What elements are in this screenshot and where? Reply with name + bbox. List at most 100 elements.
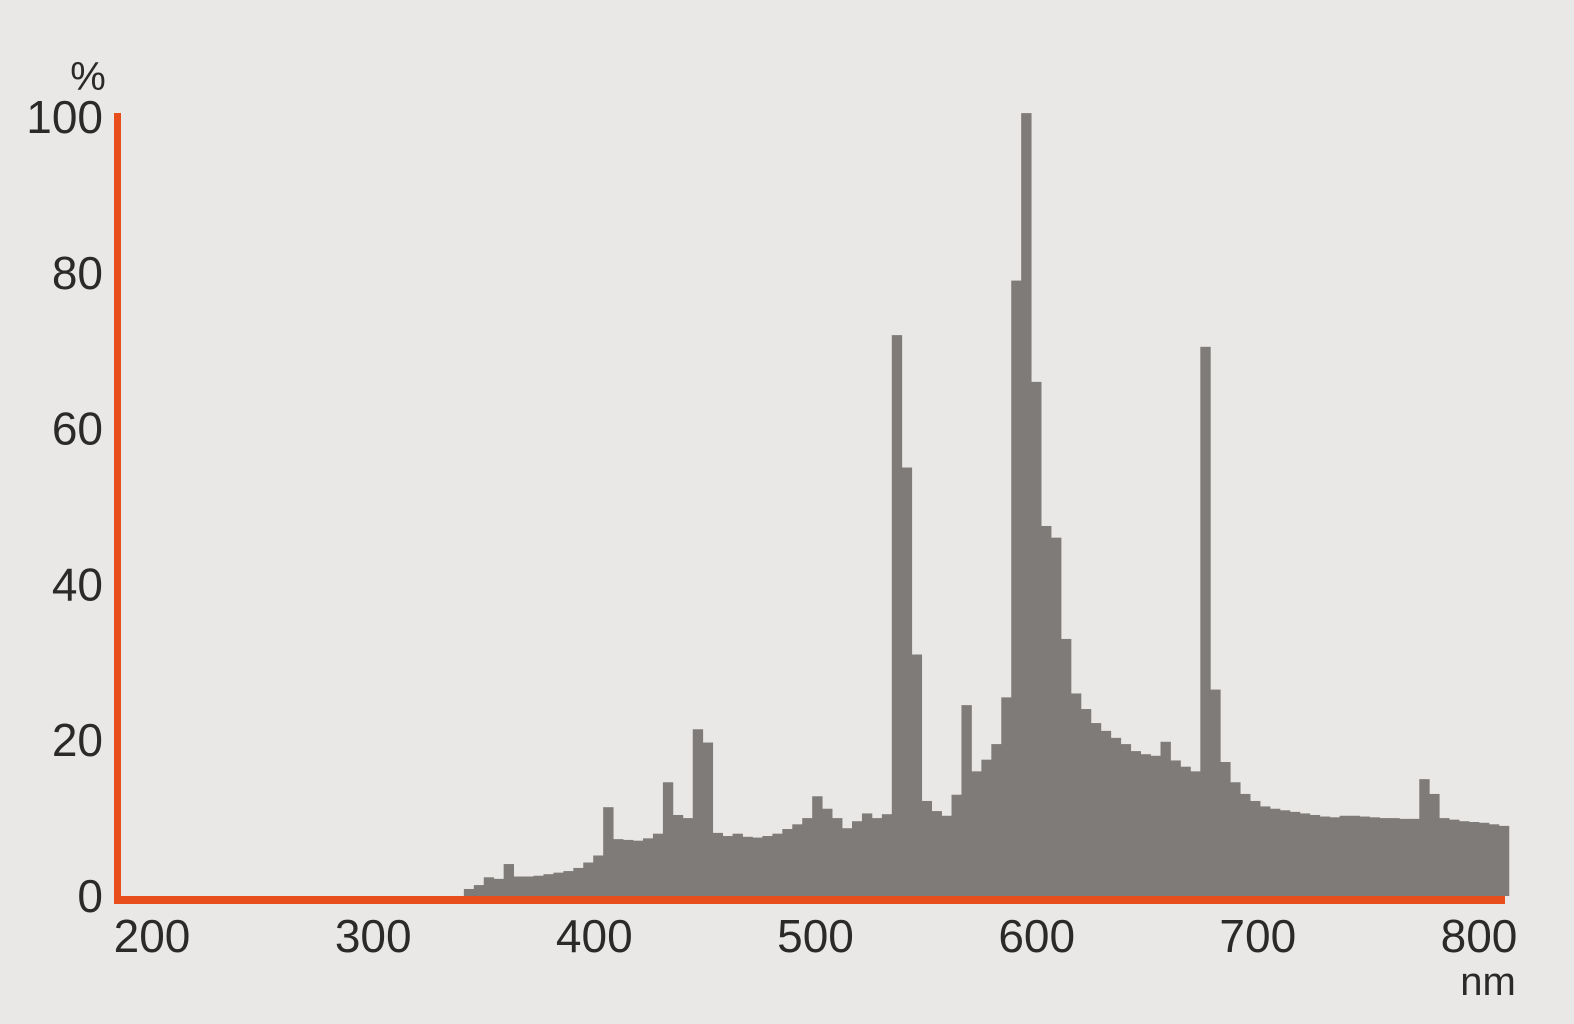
spectrum-bar bbox=[772, 833, 783, 896]
y-tick-label: 80 bbox=[52, 247, 103, 299]
spectrum-bar bbox=[1349, 815, 1360, 896]
spectrum-bar bbox=[1220, 762, 1231, 896]
spectrum-bar bbox=[1339, 815, 1351, 896]
spectrum-bar bbox=[911, 654, 923, 896]
spectrum-bar bbox=[652, 833, 664, 896]
x-tick-label: 700 bbox=[1219, 910, 1296, 962]
spectrum-bar bbox=[1498, 825, 1510, 896]
spectrum-bar bbox=[1250, 800, 1261, 896]
spectrum-bar bbox=[463, 888, 475, 896]
spectrum-bar bbox=[851, 821, 863, 896]
spectrum-bar bbox=[1110, 737, 1122, 896]
x-tick-labels: 200 300 400 500 600 700 800 bbox=[114, 910, 1518, 962]
spectrum-bar bbox=[812, 796, 823, 896]
y-tick-label: 0 bbox=[77, 870, 103, 922]
spectrum-bar bbox=[822, 808, 833, 896]
spectrum-bar bbox=[1289, 811, 1301, 896]
spectrum-bar bbox=[1120, 744, 1132, 896]
spectrum-bar bbox=[642, 838, 654, 896]
spectrum-bar bbox=[1319, 816, 1331, 896]
spectrum-bar bbox=[1369, 817, 1380, 896]
spectrum-bar bbox=[1230, 782, 1241, 896]
x-tick-label: 400 bbox=[556, 910, 633, 962]
x-tick-label: 300 bbox=[335, 910, 412, 962]
spectrum-bar bbox=[473, 885, 485, 896]
spectrum-bar bbox=[593, 855, 604, 896]
spectrum-bar bbox=[613, 839, 624, 896]
y-axis-unit-label: % bbox=[70, 55, 106, 99]
spectrum-bar bbox=[1449, 819, 1460, 896]
spectrum-bar bbox=[1080, 709, 1092, 896]
spectrum-bar bbox=[861, 813, 873, 896]
spectrum-bar bbox=[483, 877, 495, 896]
spectrum-bar bbox=[573, 867, 584, 896]
spectrum-bar bbox=[1130, 751, 1142, 896]
x-tick-label: 800 bbox=[1441, 910, 1518, 962]
spectrum-bar bbox=[722, 836, 733, 896]
spectrum-bar bbox=[623, 839, 634, 896]
spectrum-bar bbox=[1090, 723, 1102, 896]
x-axis-line bbox=[114, 896, 1505, 904]
spectrum-bar bbox=[1379, 818, 1390, 896]
y-tick-labels: 0 20 40 60 80 100 bbox=[26, 91, 103, 922]
spectrum-bar bbox=[1160, 741, 1171, 896]
spectrum-bar bbox=[533, 875, 544, 896]
y-tick-label: 40 bbox=[52, 558, 103, 610]
spectrum-bar bbox=[662, 782, 674, 896]
spectrum-bar bbox=[1359, 816, 1370, 896]
spectrum-bar bbox=[1419, 779, 1430, 896]
spectrum-bar bbox=[881, 814, 893, 896]
spectrum-bar bbox=[1389, 818, 1400, 896]
y-tick-label: 100 bbox=[26, 91, 103, 143]
spectrum-bar bbox=[682, 818, 694, 896]
spectrum-bar bbox=[603, 807, 614, 896]
spectrum-bar bbox=[1021, 113, 1032, 897]
x-axis-unit-label: nm bbox=[1460, 960, 1516, 1004]
spectrum-bar bbox=[1439, 818, 1450, 896]
spectrum-bar bbox=[503, 864, 514, 896]
spectrum-bar bbox=[1051, 537, 1062, 896]
spectrum-bar bbox=[931, 811, 942, 896]
spectrum-bar bbox=[1409, 818, 1420, 896]
spectrum-bar bbox=[1488, 824, 1500, 896]
spectrum-bar bbox=[732, 833, 743, 896]
y-axis-line bbox=[114, 113, 121, 904]
spectrum-bar bbox=[1180, 766, 1191, 896]
spectrum-bar bbox=[871, 818, 883, 896]
spectrum-bar bbox=[941, 815, 952, 896]
spectrum-bar bbox=[961, 705, 972, 896]
spectrum-bar bbox=[981, 759, 992, 896]
spectrum-bar bbox=[792, 824, 803, 896]
spectrum-bar bbox=[1031, 381, 1042, 896]
spectrum-bar bbox=[921, 800, 933, 896]
spectrum-bar bbox=[672, 814, 684, 896]
spectrum-bar bbox=[891, 335, 903, 896]
spectrum-bar bbox=[1329, 817, 1341, 896]
spectrum-bar bbox=[1240, 793, 1251, 896]
spectrum-bar bbox=[762, 836, 773, 896]
spectrum-bar bbox=[1140, 754, 1151, 896]
spectrum-bar bbox=[553, 872, 564, 896]
spectrum-bar bbox=[1100, 730, 1112, 896]
spectrum-bar bbox=[513, 876, 524, 896]
y-tick-label: 20 bbox=[52, 714, 103, 766]
spectrum-bar bbox=[1011, 280, 1022, 897]
spectrum-bar bbox=[712, 832, 724, 896]
spectrum-bar bbox=[1429, 793, 1440, 896]
spectrum-bar bbox=[832, 818, 843, 896]
spectrum-bar bbox=[1200, 346, 1211, 896]
spectrum-bar bbox=[1279, 810, 1291, 896]
spectrum-bar bbox=[951, 794, 962, 896]
spectrum-bar bbox=[543, 874, 554, 896]
spectrum-bar bbox=[1260, 806, 1271, 896]
spectrum-bar bbox=[1270, 808, 1281, 896]
spectrum-bar bbox=[802, 818, 813, 896]
spectrum-bar bbox=[1070, 693, 1082, 896]
spectrum-bar bbox=[563, 871, 574, 896]
spectrum-bar bbox=[1170, 760, 1181, 896]
spectrum-bar bbox=[971, 771, 982, 896]
spectrum-bar bbox=[1190, 771, 1201, 896]
spectrum-bar bbox=[633, 840, 644, 896]
spectrum-bar bbox=[991, 744, 1002, 896]
